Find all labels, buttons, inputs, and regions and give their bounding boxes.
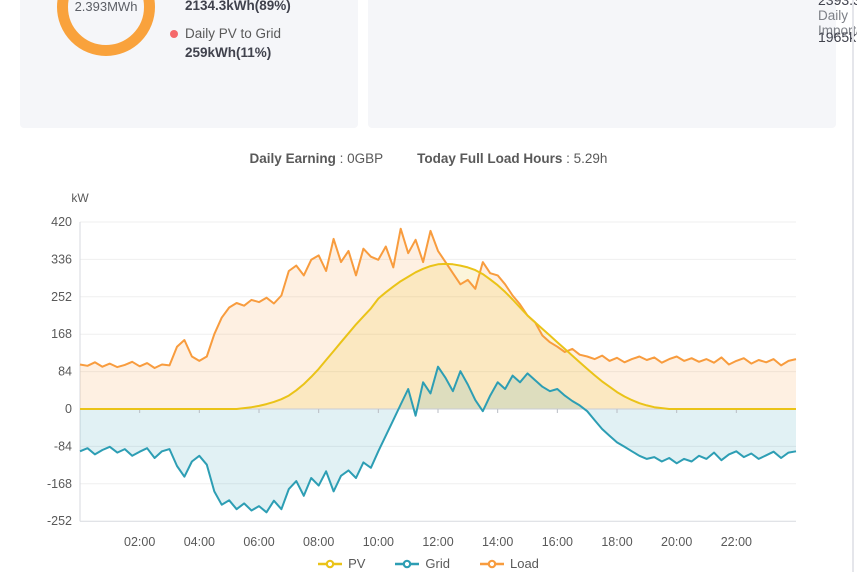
daily-yield-row: 2393.3kWh Compared to yesterday ▼ 0.92%: [818, 0, 857, 24]
legend-label: Grid: [425, 556, 450, 571]
legend-item-pv[interactable]: PV: [318, 556, 365, 571]
x-tick-label: 18:00: [601, 535, 632, 549]
consumption-value: 2134.3kWh(89%): [185, 0, 291, 13]
x-tick-label: 22:00: [721, 535, 752, 549]
x-tick-label: 10:00: [363, 535, 394, 549]
to-grid-value: 259kWh(11%): [185, 45, 272, 60]
chart-legend: PV Grid Load: [0, 556, 857, 571]
series-line-load: [79, 227, 797, 369]
legend-label: PV: [348, 556, 366, 571]
y-tick-label: 336: [51, 252, 72, 266]
y-tick-label: 168: [51, 327, 72, 341]
daily-imported-value: 1965kWh: [818, 29, 857, 45]
to-grid-bullet-icon: [170, 30, 178, 38]
full-load-hours-label: Today Full Load Hours: [417, 151, 563, 166]
stats-row: Daily Earning : 0GBP Today Full Load Hou…: [0, 151, 857, 166]
daily-earning-stat: Daily Earning : 0GBP: [249, 151, 384, 166]
series-area-load: [80, 228, 796, 409]
legend-marker-icon: [318, 559, 343, 568]
donut-center-value: 2.393MWh: [74, 0, 138, 14]
legend-label: Load: [509, 556, 539, 571]
y-tick-label: -168: [47, 477, 72, 491]
daily-earning-value: 0GBP: [347, 151, 384, 166]
full-load-hours-value: 5.29h: [573, 151, 608, 166]
series-line-grid: [79, 365, 797, 514]
series-area-pv: [80, 263, 796, 409]
page-right-border: [852, 0, 854, 572]
y-tick-label: -252: [47, 514, 72, 528]
x-tick-label: 12:00: [422, 535, 453, 549]
pv-distribution-card: PV 2.393MWh Daily PV to Consumption 2134…: [20, 0, 358, 128]
x-tick-label: 08:00: [303, 535, 334, 549]
daily-imported-label: Daily Imported: [818, 8, 857, 38]
power-day-chart[interactable]: kW 420 336 252 168 84 0 -84 -168 -252 02:00 04:00 06…: [0, 185, 857, 572]
x-tick-label: 14:00: [482, 535, 513, 549]
y-tick-label: 420: [51, 215, 72, 229]
legend-marker-icon: [479, 559, 504, 568]
x-tick-label: 04:00: [184, 535, 215, 549]
y-tick-label: 84: [58, 365, 72, 379]
daily-earning-label: Daily Earning: [249, 151, 336, 166]
y-tick-label: 252: [51, 290, 72, 304]
to-grid-label: Daily PV to Grid: [185, 26, 282, 41]
daily-yield-card: Daily Yield 2393.3kWh Compared to yester…: [368, 0, 857, 128]
series-line-pv: [80, 262, 796, 410]
daily-yield-value: 2393.3kWh: [818, 0, 857, 8]
y-axis-unit: kW: [71, 191, 89, 205]
pv-donut-chart[interactable]: [46, 0, 166, 67]
x-tick-label: 06:00: [243, 535, 274, 549]
x-tick-label: 20:00: [661, 535, 692, 549]
legend-item-load[interactable]: Load: [479, 556, 539, 571]
legend-marker-icon: [395, 559, 420, 568]
series-area-grid: [80, 366, 796, 513]
y-tick-label: -84: [54, 439, 72, 453]
x-tick-label: 16:00: [542, 535, 573, 549]
y-tick-label: 0: [65, 402, 72, 416]
donut-consumption-arc: [57, 0, 155, 56]
x-tick-label: 02:00: [124, 535, 155, 549]
full-load-hours-stat: Today Full Load Hours : 5.29h: [417, 151, 608, 166]
legend-item-grid[interactable]: Grid: [395, 556, 450, 571]
donut-center-text: PV 2.393MWh: [56, 0, 156, 14]
